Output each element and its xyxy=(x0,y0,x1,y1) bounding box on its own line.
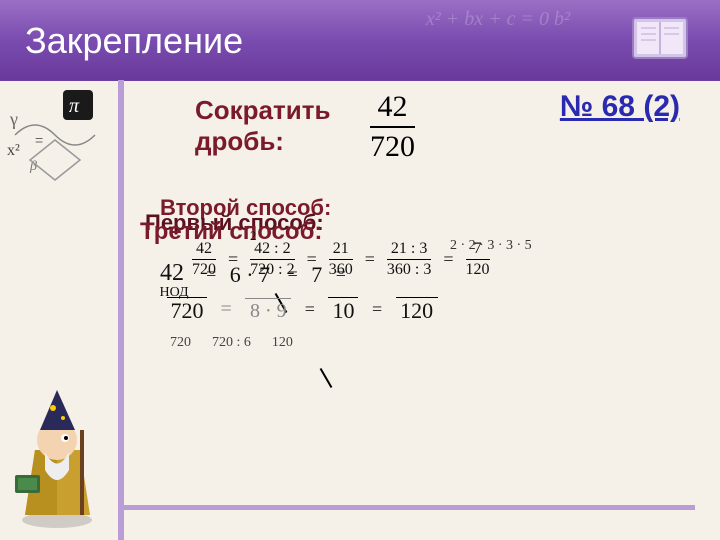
task-label-line1: Сократить xyxy=(195,95,330,125)
svg-text:β: β xyxy=(29,159,37,174)
math-line-4: 720 720 : 6 120 xyxy=(170,335,293,351)
strike-mark-2 xyxy=(320,368,333,388)
svg-text:γ: γ xyxy=(9,109,18,129)
left-accent-stripe xyxy=(118,80,124,540)
main-fraction-denominator: 720 xyxy=(370,130,415,164)
wizard-character-icon xyxy=(5,380,110,530)
corner-math-decoration: π γ x² = β xyxy=(5,85,115,185)
header-band: x² + bx + c = 0 b² Закрепление xyxy=(0,0,720,80)
problem-number: № 68 (2) xyxy=(560,90,680,124)
notebook-icon xyxy=(625,10,695,65)
task-label: Сократить дробь: xyxy=(195,95,330,157)
main-fraction: 42 720 xyxy=(370,90,415,164)
task-label-line2: дробь: xyxy=(195,126,284,156)
svg-text:π: π xyxy=(69,95,80,117)
page-title: Закрепление xyxy=(25,20,243,62)
svg-text:x²: x² xyxy=(7,142,20,159)
math-line-3: 720 = 8 · 9 = 10 = 120 xyxy=(165,295,440,324)
header-bg-formula: x² + bx + c = 0 b² xyxy=(426,8,570,31)
svg-text:=: = xyxy=(35,132,43,148)
content-area: Сократить дробь: № 68 (2) 42 720 Второй … xyxy=(140,90,700,520)
math-line-2: 42 НОД = 6 · 7 = 7 = xyxy=(160,260,352,287)
main-fraction-numerator: 42 xyxy=(370,90,415,124)
bottom-accent-stripe xyxy=(118,505,695,510)
